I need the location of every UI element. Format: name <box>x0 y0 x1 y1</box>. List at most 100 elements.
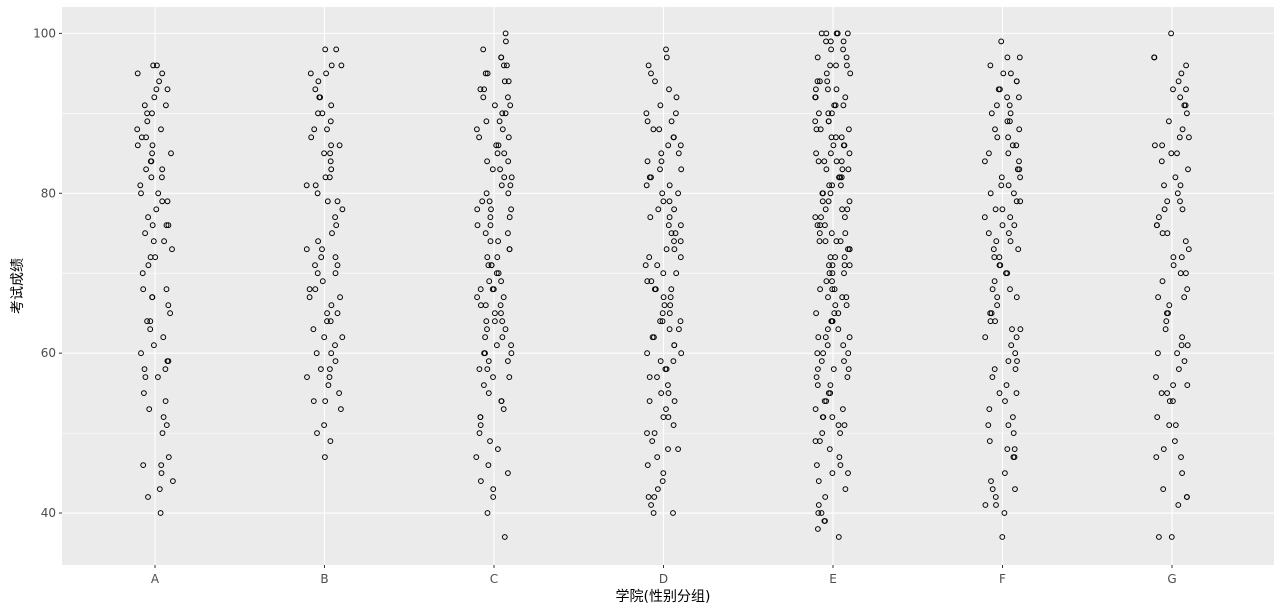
data-point <box>665 446 671 453</box>
data-point <box>1159 278 1166 285</box>
data-point <box>825 110 832 117</box>
data-point <box>162 366 169 373</box>
data-point <box>654 262 661 269</box>
data-point <box>1002 398 1008 405</box>
data-point <box>479 198 486 205</box>
data-point <box>649 438 656 445</box>
data-point <box>839 166 846 173</box>
data-point <box>494 150 501 157</box>
data-point <box>328 62 335 69</box>
data-point <box>489 286 496 293</box>
data-point <box>327 366 333 373</box>
data-point <box>658 390 665 397</box>
data-point <box>642 262 649 269</box>
data-point <box>334 310 341 317</box>
data-point <box>159 198 166 205</box>
data-point <box>505 358 511 365</box>
data-point <box>991 278 998 285</box>
data-point <box>982 502 989 508</box>
data-point <box>1177 94 1184 101</box>
data-point <box>312 182 319 189</box>
y-axis-title: 考试成绩 <box>10 258 26 314</box>
data-point <box>1011 190 1017 197</box>
data-point <box>508 350 515 357</box>
data-point <box>994 302 1000 309</box>
data-point <box>323 70 330 77</box>
data-point <box>332 214 339 221</box>
data-point <box>648 278 655 285</box>
data-point <box>339 334 346 341</box>
data-point <box>989 374 996 381</box>
data-point <box>169 246 175 253</box>
x-tick-label: G <box>1167 572 1176 586</box>
data-point <box>492 102 498 109</box>
data-point <box>1006 102 1013 109</box>
data-point <box>1016 94 1022 101</box>
data-point <box>812 118 819 125</box>
data-point <box>477 86 484 93</box>
data-point <box>677 254 684 261</box>
data-point <box>673 270 680 277</box>
data-point <box>319 246 325 253</box>
data-point <box>829 318 835 325</box>
data-point <box>145 214 152 221</box>
data-point <box>152 254 159 261</box>
data-point <box>328 302 335 309</box>
data-point <box>498 54 505 61</box>
data-point <box>314 190 321 197</box>
data-point <box>1178 70 1185 77</box>
data-point <box>835 534 842 540</box>
data-point <box>1005 422 1012 429</box>
data-point <box>817 438 823 445</box>
data-point <box>1170 262 1177 269</box>
data-point <box>332 358 339 365</box>
data-point <box>678 166 685 173</box>
data-point <box>141 366 148 373</box>
data-point <box>1179 470 1185 477</box>
data-point <box>508 206 515 213</box>
data-point <box>660 270 667 277</box>
data-point <box>482 230 489 237</box>
data-point <box>1003 382 1010 389</box>
data-point <box>1004 94 1010 101</box>
data-point <box>665 382 671 389</box>
data-point <box>1152 142 1158 149</box>
data-point <box>1004 118 1011 125</box>
data-point <box>999 206 1006 213</box>
data-point <box>817 126 824 133</box>
data-point <box>1176 134 1183 141</box>
data-point <box>812 406 819 413</box>
data-point <box>1158 158 1165 165</box>
data-point <box>670 510 676 516</box>
data-point <box>480 94 487 101</box>
data-point <box>1185 246 1192 253</box>
data-point <box>1005 150 1012 157</box>
data-point <box>832 302 839 309</box>
data-point <box>1159 142 1165 149</box>
data-point <box>649 334 656 341</box>
data-point <box>663 54 670 61</box>
data-point <box>1151 54 1157 61</box>
data-point <box>485 462 492 469</box>
data-point <box>499 110 506 117</box>
data-point <box>1166 302 1173 309</box>
data-point <box>676 326 682 333</box>
data-point <box>828 46 834 53</box>
data-point <box>332 254 339 261</box>
data-point <box>1156 534 1162 540</box>
data-point <box>338 62 345 69</box>
data-point <box>829 262 836 269</box>
data-point <box>490 486 497 493</box>
data-point <box>1160 486 1167 493</box>
data-point <box>148 158 155 165</box>
data-point <box>988 110 995 117</box>
data-point <box>484 326 490 333</box>
data-point <box>156 486 163 493</box>
data-point <box>482 350 488 357</box>
data-point <box>644 462 651 469</box>
data-point <box>487 222 494 229</box>
data-point <box>1012 486 1018 493</box>
data-point <box>312 262 318 269</box>
data-point <box>819 198 826 205</box>
data-point <box>846 246 853 253</box>
